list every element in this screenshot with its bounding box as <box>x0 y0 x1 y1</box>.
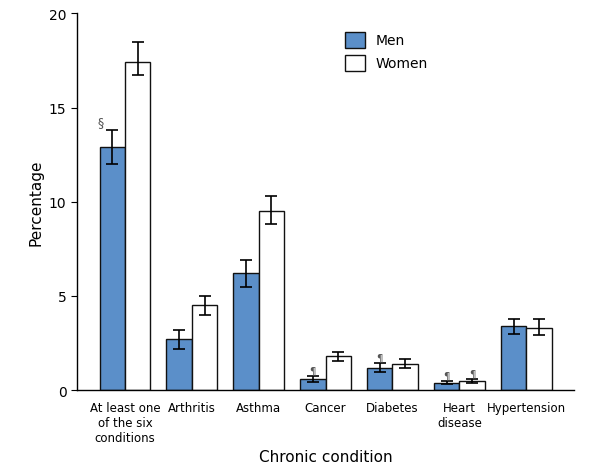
Bar <box>434 383 459 390</box>
Bar <box>125 63 150 390</box>
X-axis label: Chronic condition: Chronic condition <box>259 449 392 464</box>
Text: ¶: ¶ <box>443 370 450 380</box>
Bar <box>526 328 552 390</box>
Bar <box>459 381 485 390</box>
Bar <box>233 274 259 390</box>
Text: §: § <box>97 116 104 129</box>
Text: ¶: ¶ <box>310 365 316 375</box>
Text: ¶: ¶ <box>377 352 383 362</box>
Bar <box>501 327 526 390</box>
Bar <box>99 148 125 390</box>
Bar <box>326 357 351 390</box>
Text: ¶: ¶ <box>469 368 475 378</box>
Bar <box>166 339 192 390</box>
Y-axis label: Percentage: Percentage <box>28 159 43 246</box>
Bar <box>367 368 392 390</box>
Bar <box>192 306 217 390</box>
Bar <box>392 364 418 390</box>
Legend: Men, Women: Men, Women <box>345 32 428 71</box>
Bar <box>300 379 326 390</box>
Bar <box>259 212 284 390</box>
